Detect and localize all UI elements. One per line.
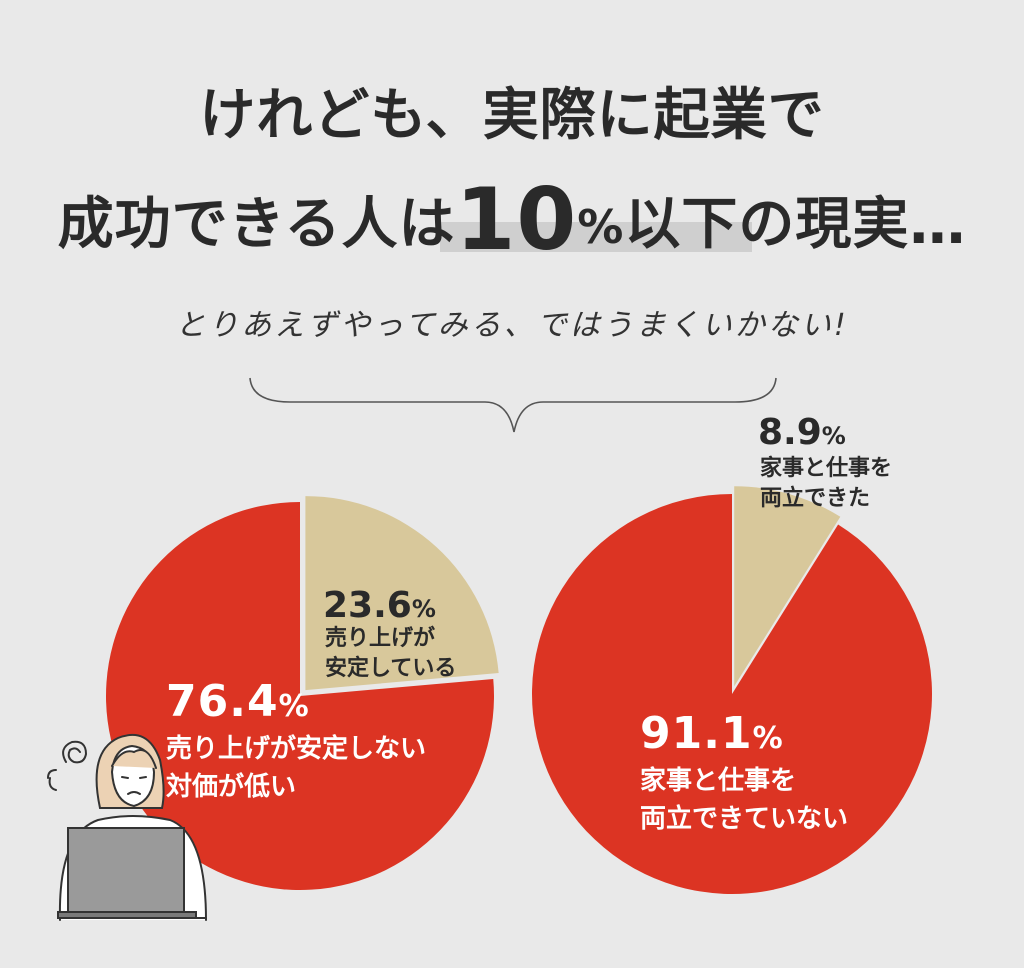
pie2-minor-label-line2: 両立できた (760, 486, 871, 511)
brace-line (249, 377, 777, 433)
pie1-minor-label-line2: 安定している (325, 656, 457, 681)
pie1-minor-value: 23.6 (323, 585, 412, 626)
pie2-minor-value: 8.9 (758, 412, 822, 453)
pie2-major-label-line1: 家事と仕事を (640, 766, 797, 796)
pie2-major-value: 91.1 (640, 708, 753, 759)
pie2-minor-percent-sign: % (821, 422, 846, 450)
headline-percent: % (577, 200, 625, 254)
pie1-minor-label: 売り上げが安定している (325, 624, 456, 684)
headline-line2-pre: 成功できる人は (57, 192, 456, 257)
pie-chart-housework (532, 486, 933, 895)
pie2-major-label: 家事と仕事を両立できていない (640, 762, 848, 838)
pie1-major-value: 76.4 (166, 676, 279, 727)
pie2-slice-minor (734, 486, 841, 687)
pie2-minor-label-line1: 家事と仕事を (760, 456, 893, 481)
pie1-minor-label-line1: 売り上げが (325, 626, 436, 651)
pie2-major-label-line2: 両立できていない (640, 804, 849, 834)
pie1-slice-major (105, 502, 494, 890)
pie1-major-label-line2: 対価が低い (166, 772, 297, 802)
pie2-minor-percent: 8.9% (758, 412, 846, 453)
pie2-major-percent-sign: % (752, 721, 784, 756)
pie1-minor-percent: 23.6% (323, 585, 436, 626)
pie2-slice-major (532, 494, 933, 895)
pie1-minor-percent-sign: % (411, 595, 436, 623)
worried-woman-with-laptop-icon (47, 733, 207, 921)
pie1-major-percent: 76.4% (166, 676, 310, 727)
headline-number: 10 (455, 170, 578, 270)
headline-line2-post: 以下の現実… (624, 192, 967, 257)
headline-highlight (440, 222, 752, 252)
pie1-major-label: 売り上げが安定しない 対価が低い (166, 730, 426, 806)
pie1-slice-minor (305, 496, 499, 691)
pie1-major-label-line1: 売り上げが安定しない (166, 734, 427, 764)
headline-line2: 成功できる人は10%以下の現実… (0, 170, 1024, 270)
subline-text: とりあえずやってみる、ではうまくいかない! (175, 308, 849, 343)
pie2-major-percent: 91.1% (640, 708, 784, 759)
pie2-minor-label: 家事と仕事を 両立できた (760, 454, 892, 514)
pie1-major-percent-sign: % (278, 689, 310, 724)
headline-line1: けれども、実際に起業で (199, 83, 825, 148)
pie-chart-sales (105, 496, 499, 890)
